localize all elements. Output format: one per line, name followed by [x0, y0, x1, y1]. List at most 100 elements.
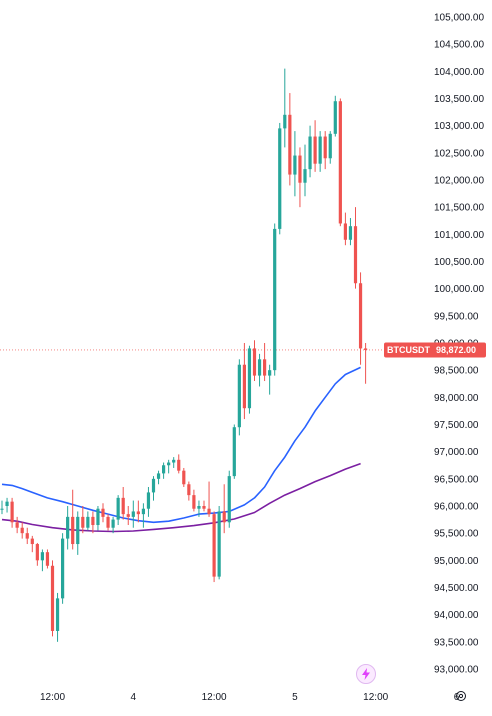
settings-button[interactable]	[454, 689, 468, 703]
candle	[207, 481, 211, 517]
candle-body	[268, 370, 272, 376]
y-tick-label: 104,500.00	[434, 40, 484, 51]
candle-body	[303, 169, 307, 183]
x-tick-label: 5	[292, 692, 298, 703]
candle	[76, 511, 80, 555]
candle	[283, 68, 287, 148]
candle-body	[71, 516, 75, 545]
y-tick-label: 100,000.00	[434, 284, 484, 295]
candle-body	[263, 359, 267, 376]
candle-body	[328, 133, 332, 159]
y-tick-label: 98,000.00	[434, 393, 479, 404]
candle-body	[348, 226, 353, 240]
candle	[35, 542, 39, 566]
candle	[247, 345, 252, 414]
candle	[303, 144, 307, 197]
candle-body	[232, 427, 236, 477]
y-tick-label: 98,500.00	[434, 366, 479, 377]
candle	[192, 489, 196, 512]
candle	[298, 147, 302, 208]
candle-body	[364, 348, 368, 350]
candle-body	[136, 511, 140, 515]
candle	[10, 497, 14, 528]
candle-body	[76, 516, 80, 545]
candle-body	[177, 459, 181, 471]
candle-body	[242, 364, 246, 409]
moving-average-slow	[1, 462, 361, 533]
candle-body	[338, 101, 342, 224]
candle	[20, 522, 24, 539]
y-tick-label: 101,000.00	[434, 230, 484, 241]
candle	[126, 506, 130, 526]
candle-body	[0, 508, 4, 510]
candle-body	[96, 508, 100, 526]
y-tick-label: 94,500.00	[434, 583, 479, 594]
candle	[5, 497, 9, 513]
candle	[343, 212, 347, 246]
candle	[308, 125, 312, 178]
candle-body	[81, 516, 85, 528]
candle-body	[222, 511, 226, 523]
candle	[106, 514, 110, 531]
candle	[162, 462, 166, 479]
candle	[257, 353, 262, 387]
y-tick-label: 105,000.00	[434, 13, 484, 24]
candle-body	[333, 101, 337, 134]
candle	[318, 131, 322, 172]
candle	[71, 489, 75, 550]
y-tick-label: 101,500.00	[434, 203, 484, 214]
y-tick-label: 96,000.00	[434, 502, 479, 513]
candle-body	[247, 348, 252, 409]
y-tick-label: 97,000.00	[434, 447, 479, 458]
y-tick-label: 102,500.00	[434, 148, 484, 159]
candle	[96, 506, 100, 531]
candle	[278, 122, 282, 235]
candle	[293, 131, 297, 197]
candle-body	[343, 223, 347, 240]
candle	[263, 343, 267, 382]
candle	[358, 272, 363, 365]
candle-body	[308, 136, 312, 170]
candle-body	[66, 516, 70, 539]
candle-body	[101, 508, 105, 517]
candle-body	[273, 228, 277, 371]
candle	[91, 511, 95, 534]
candle	[151, 476, 156, 501]
candle	[146, 486, 151, 517]
candle-body	[288, 114, 292, 175]
candle-body	[202, 506, 206, 509]
candle	[66, 506, 70, 550]
candle	[227, 470, 231, 528]
y-tick-label: 95,000.00	[434, 556, 479, 567]
y-tick-label: 104,000.00	[434, 67, 484, 78]
candle	[197, 500, 201, 517]
candle	[61, 533, 65, 604]
candle	[101, 503, 105, 523]
candle-body	[141, 508, 145, 515]
candle-body	[252, 348, 257, 376]
candle	[252, 340, 257, 382]
candle-body	[313, 136, 317, 164]
candle	[156, 470, 161, 485]
candle-body	[111, 519, 115, 528]
candle-body	[35, 544, 39, 561]
candle	[333, 95, 337, 137]
candle-body	[212, 514, 216, 577]
x-tick-label: 4	[131, 692, 137, 703]
candle-body	[353, 226, 358, 284]
y-tick-label: 93,000.00	[434, 665, 479, 676]
candle	[111, 516, 115, 534]
candle-body	[91, 516, 95, 526]
candle-body	[151, 478, 156, 493]
price-tag-price: 98,872.00	[436, 345, 476, 355]
candle	[40, 549, 44, 572]
candle	[45, 549, 50, 569]
candle-body	[121, 497, 125, 515]
y-tick-label: 95,500.00	[434, 529, 479, 540]
candle	[0, 500, 4, 515]
candle	[217, 506, 221, 580]
lightning-button[interactable]	[356, 664, 376, 684]
settings-icon	[456, 691, 466, 701]
